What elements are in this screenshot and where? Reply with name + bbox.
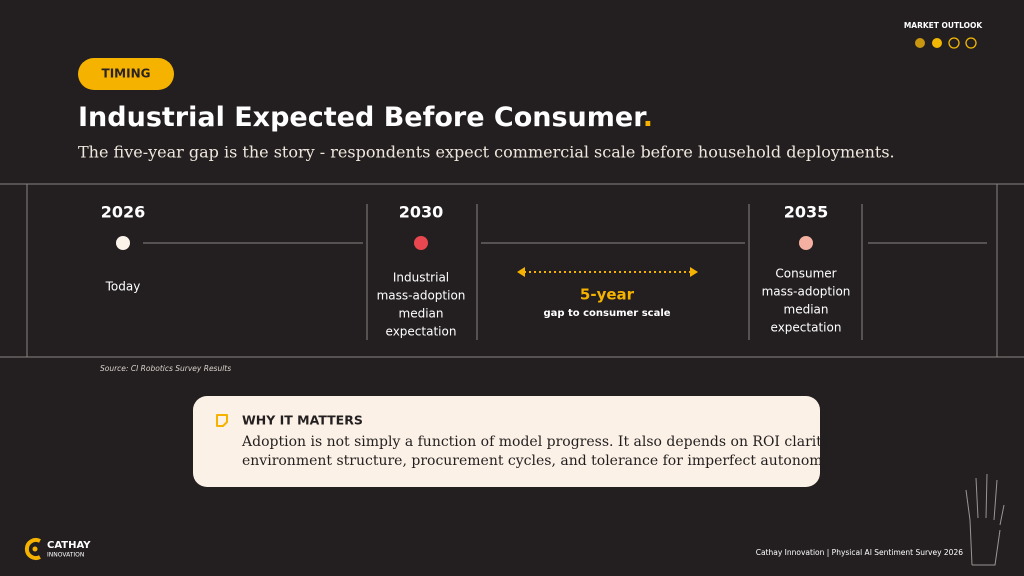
hand-illustration bbox=[965, 473, 1005, 566]
year: 2030 bbox=[399, 203, 444, 222]
milestone-label: Today bbox=[105, 280, 141, 294]
callout-line: Adoption is not simply a function of mod… bbox=[241, 434, 832, 450]
title-text: Industrial Expected Before Consumer bbox=[78, 102, 647, 133]
logo bbox=[24, 538, 41, 560]
label-line: mass-adoption bbox=[762, 285, 851, 299]
subtitle: The five-year gap is the story - respond… bbox=[78, 143, 895, 162]
milestone-label: Consumer mass-adoption median expectatio… bbox=[762, 267, 851, 335]
dot bbox=[799, 236, 813, 250]
year: 2035 bbox=[784, 203, 829, 222]
logo-sub: INNOVATION bbox=[47, 552, 84, 559]
source: Source: CI Robotics Survey Results bbox=[100, 364, 231, 373]
label-line: expectation bbox=[386, 325, 457, 339]
title: Industrial Expected Before Consumer. bbox=[78, 102, 653, 133]
gap-arrow bbox=[517, 267, 698, 277]
progress-dots bbox=[915, 37, 977, 49]
note-icon bbox=[216, 414, 228, 427]
logo-main: CATHAY bbox=[47, 540, 91, 551]
timeline-frame bbox=[0, 183, 1024, 358]
label-line: median bbox=[784, 303, 829, 317]
callout-title: WHY IT MATTERS bbox=[242, 413, 363, 428]
label-line: median bbox=[399, 307, 444, 321]
footer-text: Cathay Innovation | Physical AI Sentimen… bbox=[756, 548, 964, 557]
dot bbox=[414, 236, 428, 250]
year: 2026 bbox=[101, 203, 146, 222]
label-line: Industrial bbox=[393, 271, 449, 285]
label-line: Consumer bbox=[775, 267, 836, 281]
label-line: expectation bbox=[771, 321, 842, 335]
dot bbox=[116, 236, 130, 250]
gap-title: 5-year bbox=[580, 286, 635, 304]
label-line: mass-adoption bbox=[377, 289, 466, 303]
title-punct: . bbox=[643, 102, 653, 133]
callout-card bbox=[193, 396, 820, 487]
gap-text: gap to consumer scale bbox=[543, 308, 670, 319]
section-label: MARKET OUTLOOK bbox=[904, 21, 984, 30]
tag-pill bbox=[78, 58, 174, 90]
tag: TIMING bbox=[102, 67, 151, 81]
callout-line: environment structure, procurement cycle… bbox=[242, 453, 833, 469]
milestone-label: Industrial mass-adoption median expectat… bbox=[377, 271, 466, 339]
